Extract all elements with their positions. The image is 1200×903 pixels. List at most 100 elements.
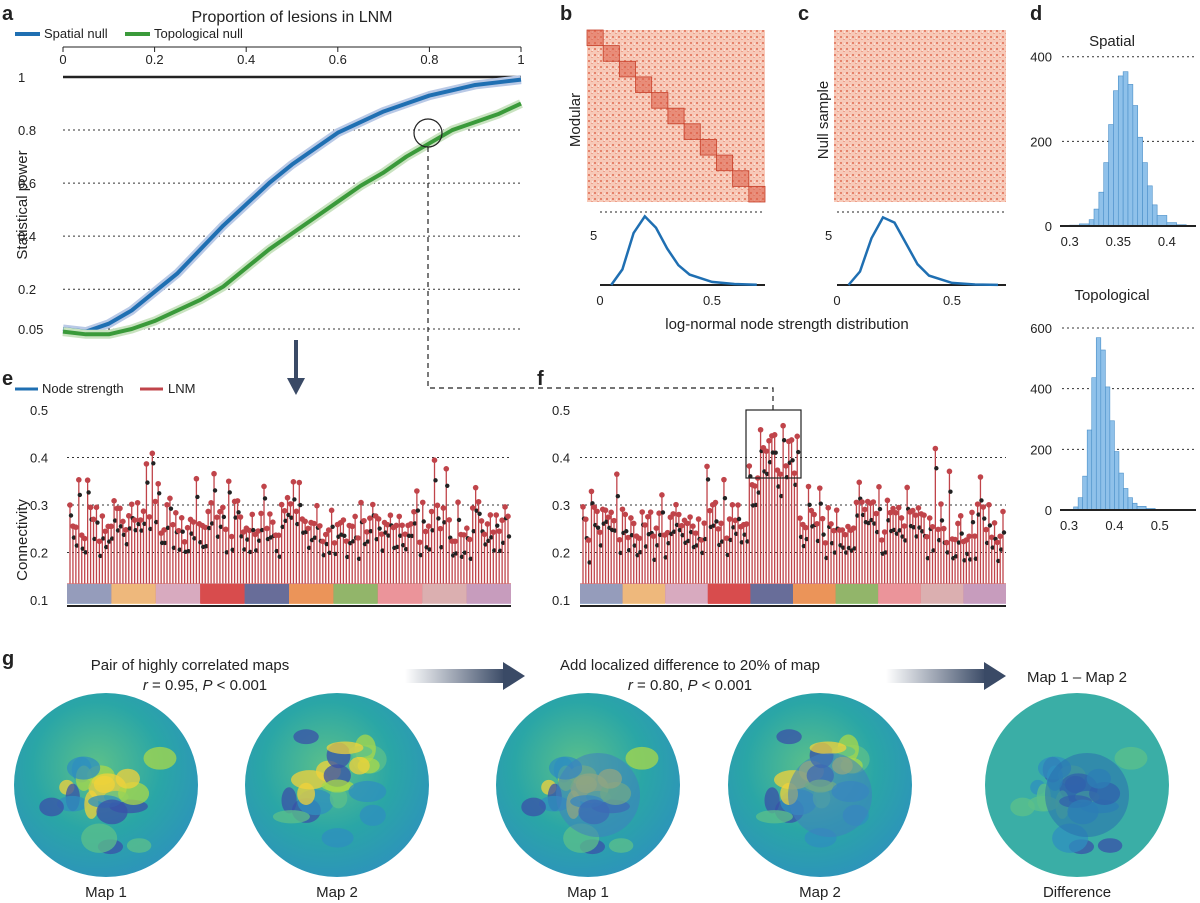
- lnm-marker: [630, 520, 637, 527]
- node-strength-marker: [638, 550, 643, 555]
- panel-d-hist-bar: [1127, 84, 1134, 227]
- panel-g-label: g: [2, 648, 14, 670]
- lnm-marker: [594, 508, 600, 515]
- node-strength-marker: [474, 508, 479, 513]
- lnm-marker: [656, 510, 662, 516]
- lnm-marker: [173, 510, 179, 516]
- node-strength-marker: [821, 532, 826, 537]
- g-map-blob: [776, 729, 802, 745]
- network-color-band: [111, 584, 156, 604]
- lnm-marker: [387, 512, 394, 519]
- lnm-marker: [161, 527, 167, 533]
- lnm-marker: [220, 504, 226, 511]
- lnm-marker: [117, 505, 123, 512]
- lnm-marker: [490, 529, 497, 535]
- node-strength-marker: [1001, 530, 1007, 535]
- node-strength-marker: [259, 527, 265, 533]
- lnm-marker: [140, 508, 147, 515]
- panel-d-y-tick-label: 200: [1030, 134, 1052, 149]
- lnm-marker: [502, 504, 508, 510]
- node-strength-marker: [415, 508, 421, 513]
- node-strength-marker: [500, 540, 506, 546]
- lnm-marker: [974, 501, 981, 507]
- lnm-marker: [396, 513, 403, 520]
- panel-d-topological-bars: [1073, 337, 1161, 511]
- stem-y-tick-label: 0.3: [552, 498, 570, 513]
- stem-y-tick-label: 0.5: [30, 403, 48, 418]
- g-map-label-1: Map 1: [85, 884, 127, 901]
- node-strength-marker: [872, 521, 877, 526]
- node-strength-marker: [962, 558, 967, 563]
- lnm-marker: [270, 519, 276, 525]
- node-strength-marker: [248, 549, 253, 555]
- lnm-marker: [926, 515, 933, 521]
- panel-b-module-block: [748, 185, 766, 203]
- node-strength-marker: [756, 490, 761, 495]
- node-strength-marker: [604, 519, 609, 524]
- g-map-label-3: Map 1: [567, 884, 609, 901]
- panel-d-hist-bar: [1077, 497, 1083, 511]
- lnm-marker: [111, 498, 117, 504]
- g-map-blob: [81, 823, 118, 853]
- node-strength-marker: [660, 510, 666, 515]
- node-strength-marker: [433, 478, 438, 483]
- g-map-label-5: Difference: [1043, 884, 1111, 901]
- lnm-marker: [588, 488, 595, 495]
- node-strength-marker: [489, 535, 494, 540]
- g-map-blob: [93, 775, 115, 794]
- lnm-marker: [876, 484, 882, 490]
- node-strength-marker: [71, 535, 77, 540]
- node-strength-marker: [677, 527, 683, 533]
- node-strength-marker: [979, 498, 984, 503]
- lnm-marker: [723, 535, 730, 542]
- panel-d-hist-bar: [1142, 162, 1148, 227]
- node-strength-marker: [162, 540, 168, 546]
- lnm-marker: [664, 529, 671, 536]
- lnm-marker: [331, 540, 338, 546]
- panel-b-module-block: [586, 29, 604, 47]
- network-color-band: [580, 584, 623, 604]
- node-strength-marker: [221, 514, 227, 520]
- g-mid-title-1: Add localized difference to 20% of map: [560, 657, 820, 674]
- node-strength-marker: [427, 547, 432, 552]
- panel-d-hist-bar: [1122, 71, 1129, 227]
- panel-d-label: d: [1030, 3, 1042, 25]
- node-strength-marker: [289, 515, 294, 520]
- node-strength-marker: [148, 526, 153, 532]
- lnm-marker: [425, 523, 432, 529]
- lnm-marker: [228, 533, 235, 540]
- lnm-marker: [431, 457, 438, 463]
- node-strength-marker: [209, 521, 215, 526]
- node-strength-marker: [233, 515, 238, 520]
- lnm-marker: [90, 516, 97, 523]
- lnm-marker: [349, 523, 356, 530]
- panel-d-topological-ticks: 600 400 200 0 0.3 0.4 0.5: [1030, 321, 1168, 533]
- g-map-blob: [293, 729, 319, 745]
- stem-y-tick-label: 0.1: [552, 593, 570, 608]
- lnm-marker: [819, 515, 826, 522]
- node-strength-marker: [990, 545, 995, 550]
- legend-node-strength-label: Node strength: [42, 381, 124, 396]
- g-left-title-2: r = 0.95, P < 0.001: [143, 677, 267, 694]
- lnm-marker: [175, 527, 182, 534]
- node-strength-marker: [368, 529, 374, 534]
- connector-a-to-f: [427, 147, 774, 410]
- node-strength-marker: [982, 516, 987, 521]
- node-strength-marker: [714, 519, 719, 524]
- node-strength-marker: [136, 521, 141, 527]
- g-arrow-1-shaft: [405, 669, 505, 683]
- network-color-band: [333, 584, 378, 604]
- network-color-band: [67, 584, 112, 604]
- lnm-marker: [929, 523, 936, 530]
- g-map-blob: [143, 746, 177, 770]
- node-strength-marker: [453, 551, 459, 556]
- g-map-blob: [1010, 797, 1035, 817]
- panel-b-module-block: [635, 76, 653, 93]
- node-strength-marker: [694, 543, 699, 548]
- node-strength-marker: [468, 556, 473, 562]
- g-map-label-2: Map 2: [316, 884, 358, 901]
- node-strength-marker: [274, 548, 279, 554]
- node-strength-marker: [843, 550, 849, 555]
- node-strength-marker: [253, 548, 259, 553]
